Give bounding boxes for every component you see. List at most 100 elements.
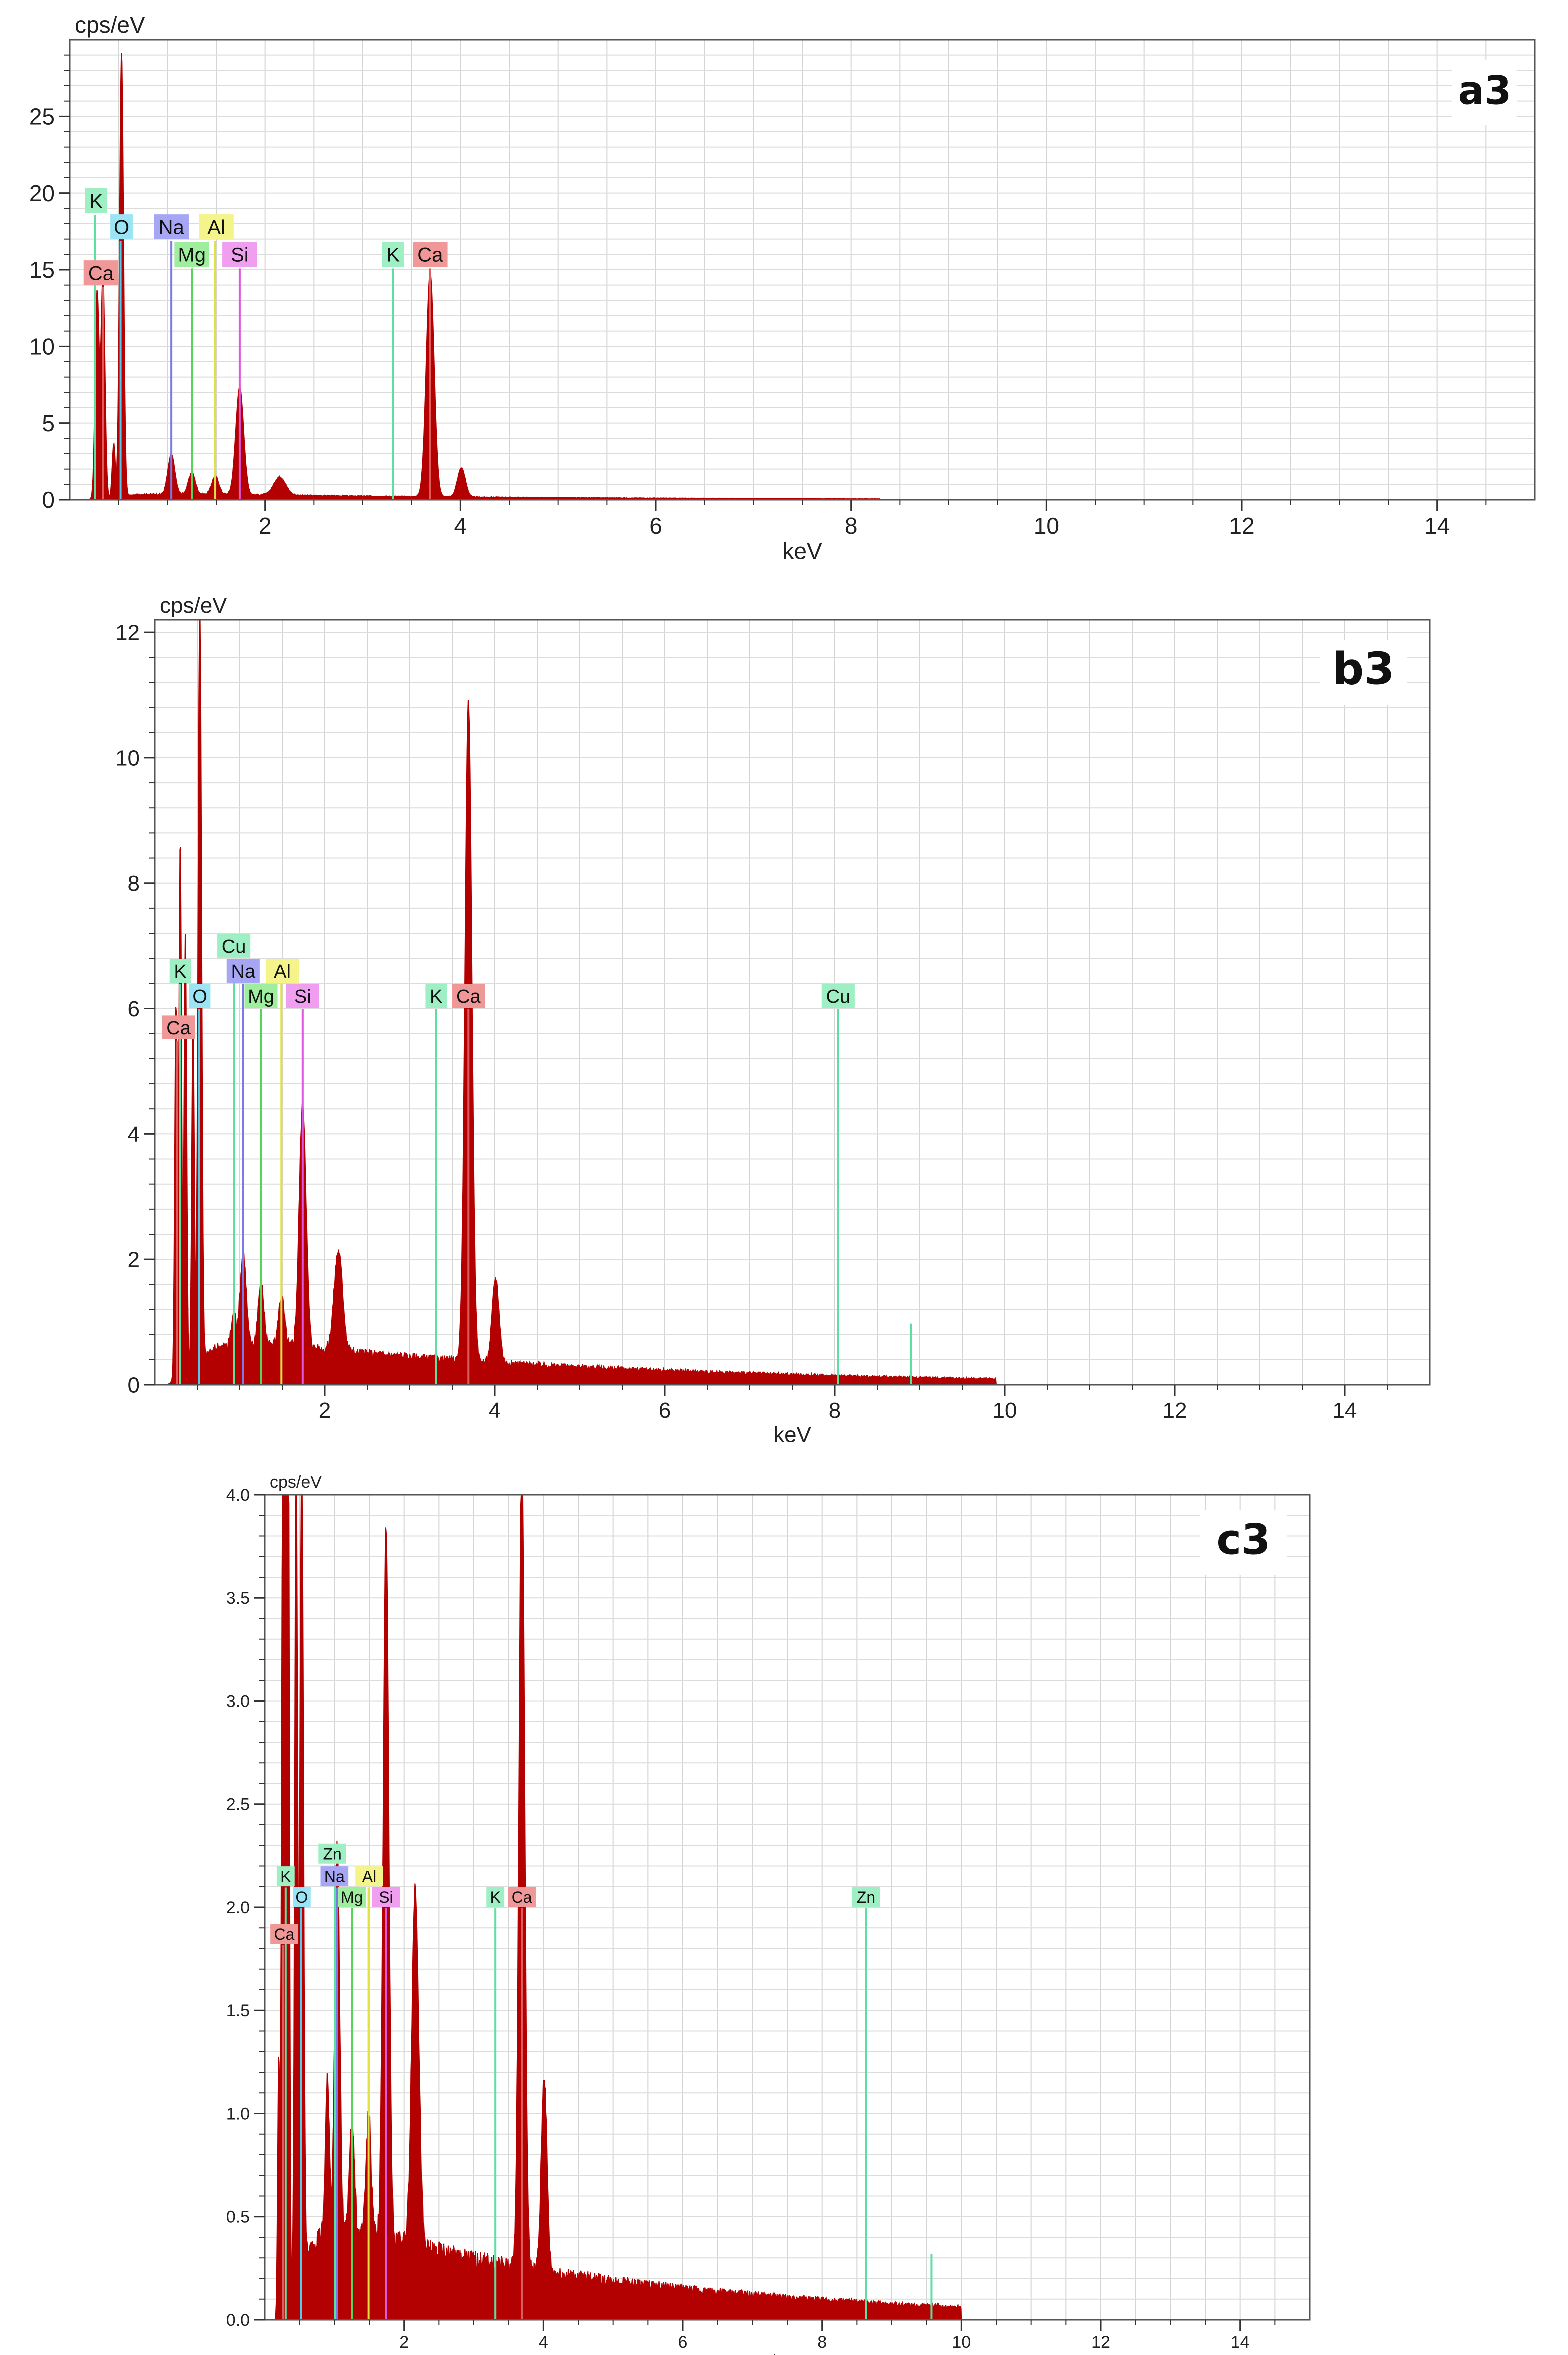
element-label-box (320, 1866, 349, 1887)
y-tick-label: 6 (128, 997, 140, 1021)
panel-label-box (1200, 1510, 1287, 1575)
element-label-box (412, 242, 448, 267)
y-tick-label: 5 (42, 410, 55, 436)
x-tick-label: 14 (1231, 2333, 1250, 2352)
y-tick-label: 12 (115, 620, 140, 645)
element-label-text: Si (379, 1888, 393, 1906)
element-label-ca: Ca (452, 984, 485, 1008)
element-label-box (222, 242, 257, 267)
element-label-text: Ca (512, 1888, 532, 1906)
x-axis-title: keV (773, 1422, 811, 1447)
y-tick-label: 3.5 (226, 1589, 250, 1608)
element-label-box (85, 188, 108, 213)
element-label-box (110, 214, 133, 240)
element-label-text: K (490, 1888, 501, 1906)
element-label-ca: Ca (508, 1887, 536, 1907)
panel-label: c3 (1216, 1515, 1270, 1564)
element-label-box (452, 984, 485, 1008)
panel-label: b3 (1332, 643, 1394, 694)
eds-spectrum-panel-b3: Cu K Na Al O Mg Si Ca K Ca Cu 0 2 4 6 8 10 12 2 4 6 8 10 12 14 ke… (115, 593, 1431, 1447)
element-label-k: K (425, 984, 447, 1008)
element-label-si: Si (222, 242, 257, 267)
element-label-text: O (295, 1888, 308, 1906)
element-label-box (425, 984, 447, 1008)
y-tick-label: 4 (128, 1122, 140, 1147)
y-axis-title: cps/eV (270, 1473, 322, 1492)
element-label-text: Zn (323, 1845, 341, 1863)
element-label-zn: Zn (318, 1843, 346, 1864)
element-label-ca: Ca (412, 242, 448, 267)
element-label-si: Si (372, 1887, 400, 1907)
element-label-box (154, 214, 189, 240)
element-label-ca: Ca (162, 1015, 195, 1039)
element-label-box (338, 1887, 366, 1907)
element-label-box (169, 959, 191, 983)
element-label-text: Na (159, 217, 185, 239)
element-label-zn: Zn (852, 1887, 880, 1907)
element-label-text: Mg (341, 1888, 363, 1906)
x-tick-label: 2 (319, 1398, 331, 1423)
x-tick-label: 6 (678, 2333, 688, 2352)
element-label-text: K (430, 986, 442, 1007)
element-label-o: O (189, 984, 211, 1008)
grid (155, 620, 1430, 1385)
element-label-box (382, 242, 404, 267)
element-label-box (270, 1924, 298, 1944)
element-label-box (355, 1866, 383, 1887)
x-tick-label: 10 (1034, 513, 1059, 539)
y-tick-label: 0 (42, 487, 55, 513)
element-label-text: Si (294, 986, 311, 1007)
x-tick-label: 8 (829, 1398, 841, 1423)
element-label-box (226, 959, 260, 983)
x-tick-label: 12 (1163, 1398, 1187, 1423)
x-tick-label: 14 (1424, 513, 1450, 539)
element-label-o: O (292, 1887, 311, 1907)
element-label-box (244, 984, 278, 1008)
element-label-box (189, 984, 211, 1008)
element-label-box (174, 242, 209, 267)
y-tick-label: 3.0 (226, 1692, 250, 1711)
element-label-o: O (110, 214, 133, 240)
element-label-al: Al (199, 214, 234, 240)
y-axis-title: cps/eV (160, 593, 227, 618)
element-label-box (276, 1866, 295, 1887)
y-tick-label: 2.5 (226, 1795, 250, 1814)
element-label-text: Cu (222, 936, 246, 957)
grid (70, 40, 1535, 500)
x-axis-title: keV (782, 538, 822, 564)
y-tick-label: 25 (29, 103, 55, 129)
element-label-text: Al (274, 961, 291, 982)
y-tick-label: 1.5 (226, 2001, 250, 2020)
panel-label-box (1452, 60, 1517, 125)
element-label-si: Si (286, 984, 319, 1008)
element-label-box (162, 1015, 195, 1039)
element-label-text: K (174, 961, 186, 982)
element-label-box (486, 1887, 505, 1907)
element-label-text: Na (324, 1868, 345, 1886)
element-label-text: Na (231, 961, 256, 982)
element-label-text: K (280, 1868, 291, 1886)
element-label-cu: Cu (217, 934, 251, 958)
spectrum-area (84, 53, 882, 500)
element-label-ca: Ca (270, 1924, 298, 1944)
panel-label: a3 (1458, 68, 1512, 113)
element-label-text: O (192, 986, 207, 1007)
element-label-text: O (114, 217, 129, 239)
element-label-text: Zn (857, 1888, 875, 1906)
element-label-box (318, 1843, 346, 1864)
x-tick-label: 12 (1091, 2333, 1110, 2352)
element-label-text: Ca (274, 1925, 295, 1943)
element-label-text: K (89, 190, 103, 212)
element-label-text: Al (362, 1868, 376, 1886)
element-label-box (286, 984, 319, 1008)
element-label-mg: Mg (244, 984, 278, 1008)
element-label-box (265, 959, 299, 983)
y-tick-label: 2 (128, 1248, 140, 1272)
element-label-box (292, 1887, 311, 1907)
element-label-text: Ca (88, 263, 114, 285)
element-label-na: Na (154, 214, 189, 240)
element-label-box (508, 1887, 536, 1907)
element-label-box (217, 934, 251, 958)
x-tick-label: 2 (259, 513, 272, 539)
y-tick-label: 0.5 (226, 2208, 250, 2227)
